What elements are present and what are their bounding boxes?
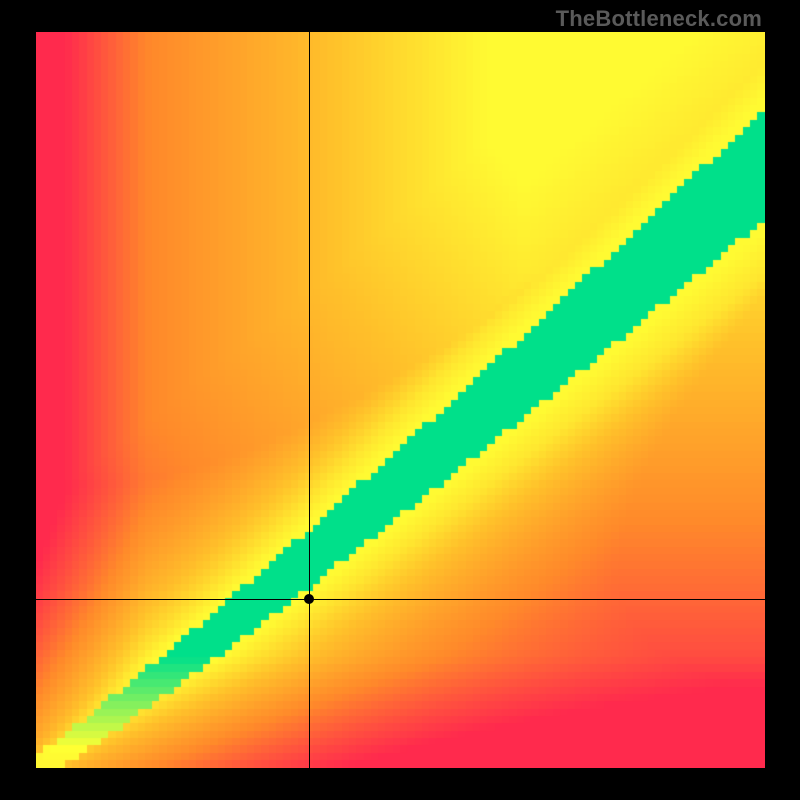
crosshair-marker[interactable]: [304, 594, 314, 604]
crosshair-vertical: [309, 32, 310, 768]
crosshair-horizontal: [36, 599, 765, 600]
bottleneck-heatmap: [36, 32, 765, 768]
watermark-text: TheBottleneck.com: [556, 6, 762, 32]
